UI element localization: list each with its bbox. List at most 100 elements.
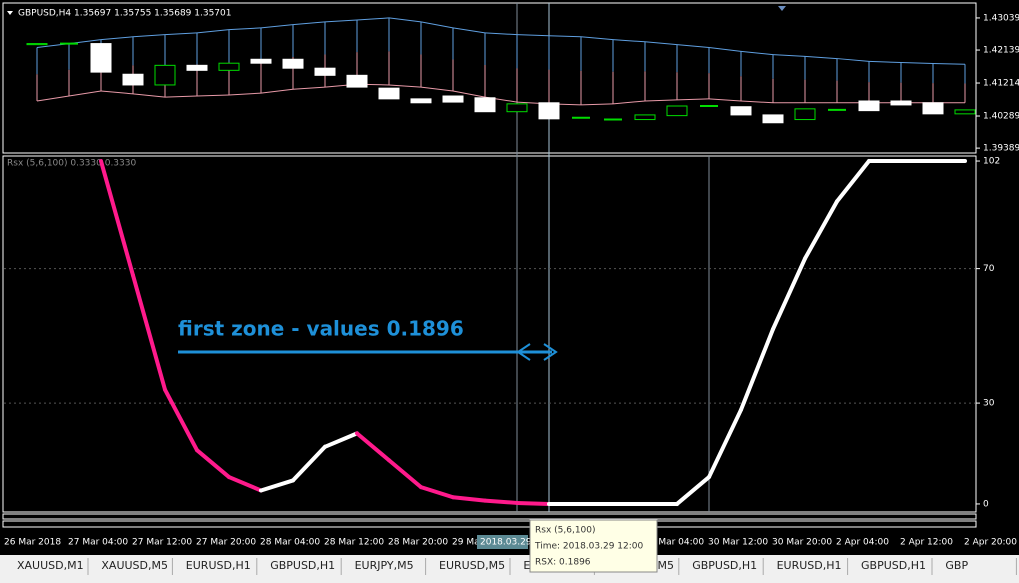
band-lower-line (36, 95, 70, 102)
candle (90, 43, 112, 73)
band-upper-line (228, 27, 262, 31)
candle (122, 73, 144, 86)
x-tick-label: 2 Apr 20:00 (964, 538, 1017, 548)
tab[interactable]: EURJPY,M5 (355, 559, 414, 572)
band-lower-line (68, 90, 102, 97)
band-lower-line (228, 92, 262, 96)
tooltip-time: Time: 2018.03.29 12:00 (534, 542, 644, 552)
band-upper-line (900, 61, 934, 65)
band-lower-line (420, 86, 454, 92)
x-tick-label: 28 Mar 12:00 (324, 538, 384, 548)
rsx-segment (323, 431, 359, 449)
cursor-date-box (477, 535, 528, 549)
candle (154, 64, 176, 86)
annotation: first zone - values 0.1896 (178, 317, 464, 341)
band-lower-line (612, 100, 646, 105)
band-lower-line (388, 84, 422, 88)
band-lower-line (196, 94, 230, 97)
band-upper-line (260, 24, 294, 29)
rsx-segment (387, 458, 423, 490)
rsx-segment (451, 495, 487, 503)
band-upper-line (196, 29, 230, 34)
candle (250, 58, 272, 64)
candle (186, 64, 208, 71)
sub-pane (2, 520, 977, 528)
symbol-header: GBPUSD,H4 1.35697 1.35755 1.35689 1.3570… (18, 9, 231, 19)
shift-marker (778, 6, 786, 11)
band-lower-line (132, 93, 166, 98)
candle (506, 103, 528, 113)
rsx-segment (707, 407, 743, 480)
band-upper-line (132, 34, 166, 38)
tab[interactable]: XAUUSD,M1 (17, 559, 84, 572)
band-upper-line (772, 54, 806, 57)
x-tick-label: 27 Mar 20:00 (196, 538, 256, 548)
tab[interactable]: GBPUSD,H1 (861, 559, 926, 572)
x-tick-label: 26 Mar 2018 (4, 538, 61, 548)
x-tick-label: 27 Mar 04:00 (68, 538, 128, 548)
candle (378, 87, 400, 100)
band-upper-line (580, 36, 614, 41)
y-tick-label: 1.41214 (983, 79, 1019, 89)
band-upper-line (676, 44, 710, 49)
arrow-head (516, 343, 531, 361)
candle (218, 62, 240, 71)
band-lower-line (740, 100, 774, 104)
y-tick-label: 1.39389 (983, 144, 1019, 154)
tab[interactable]: EURUSD,H1 (777, 559, 842, 572)
rsx-segment (483, 498, 519, 505)
band-lower-line (580, 103, 614, 106)
x-tick-label: 2 Apr 04:00 (836, 538, 889, 548)
band-upper-line (516, 34, 550, 37)
tab[interactable]: EURUSD,H1 (186, 559, 251, 572)
tab[interactable]: GBP (945, 559, 968, 572)
y-tick-label: 1.43039 (983, 13, 1019, 23)
band-upper-line (452, 27, 486, 34)
band-lower-line (292, 86, 326, 90)
indicator-label: Rsx (5,6,100) 0.3330 0.3330 (7, 159, 136, 169)
candle (634, 114, 656, 121)
y-tick-label: 1.42139 (983, 46, 1019, 56)
band-upper-line (420, 21, 454, 29)
indicator-pane (2, 155, 977, 513)
band-lower-line (452, 90, 486, 98)
cursor-date: 2018.03.29 (480, 538, 532, 548)
rsx-segment (803, 199, 839, 261)
rsx-segment (515, 500, 551, 506)
rsx-segment (227, 475, 263, 493)
x-tick-label: 28 Mar 20:00 (388, 538, 448, 548)
candle (26, 43, 48, 46)
rsx-segment (675, 475, 711, 506)
tab[interactable]: GBPUSD,H1 (692, 559, 757, 572)
band-upper-line (644, 41, 678, 46)
rsx-segment (195, 448, 231, 480)
tab[interactable]: XAUUSD,M5 (101, 559, 168, 572)
y-tick-label: 30 (983, 399, 995, 409)
rsx-segment (739, 327, 775, 412)
rsx-segment (291, 444, 327, 483)
candle (346, 74, 368, 88)
rsx-segment (419, 485, 455, 500)
band-upper-line (836, 58, 870, 62)
sub-pane (2, 513, 977, 520)
band-upper-line (868, 60, 902, 63)
band-upper-line (484, 32, 518, 36)
band-lower-line (260, 88, 294, 94)
candle (794, 108, 816, 121)
arrow-head (543, 343, 558, 361)
tooltip-title: Rsx (5,6,100) (535, 526, 596, 536)
band-upper-line (740, 50, 774, 56)
candle (890, 100, 912, 106)
band-upper-line (612, 39, 646, 43)
x-tick-label: 2 Apr 12:00 (900, 538, 953, 548)
x-tick-label: 27 Mar 12:00 (132, 538, 192, 548)
y-tick-label: 102 (983, 157, 1000, 167)
candle (538, 102, 560, 120)
rsx-segment (355, 431, 391, 463)
tab[interactable]: EURUSD,M5 (439, 559, 505, 572)
band-upper-line (548, 35, 582, 38)
tab[interactable]: GBPUSD,H1 (270, 559, 335, 572)
candle (858, 100, 880, 112)
y-tick-label: 0 (983, 499, 989, 509)
